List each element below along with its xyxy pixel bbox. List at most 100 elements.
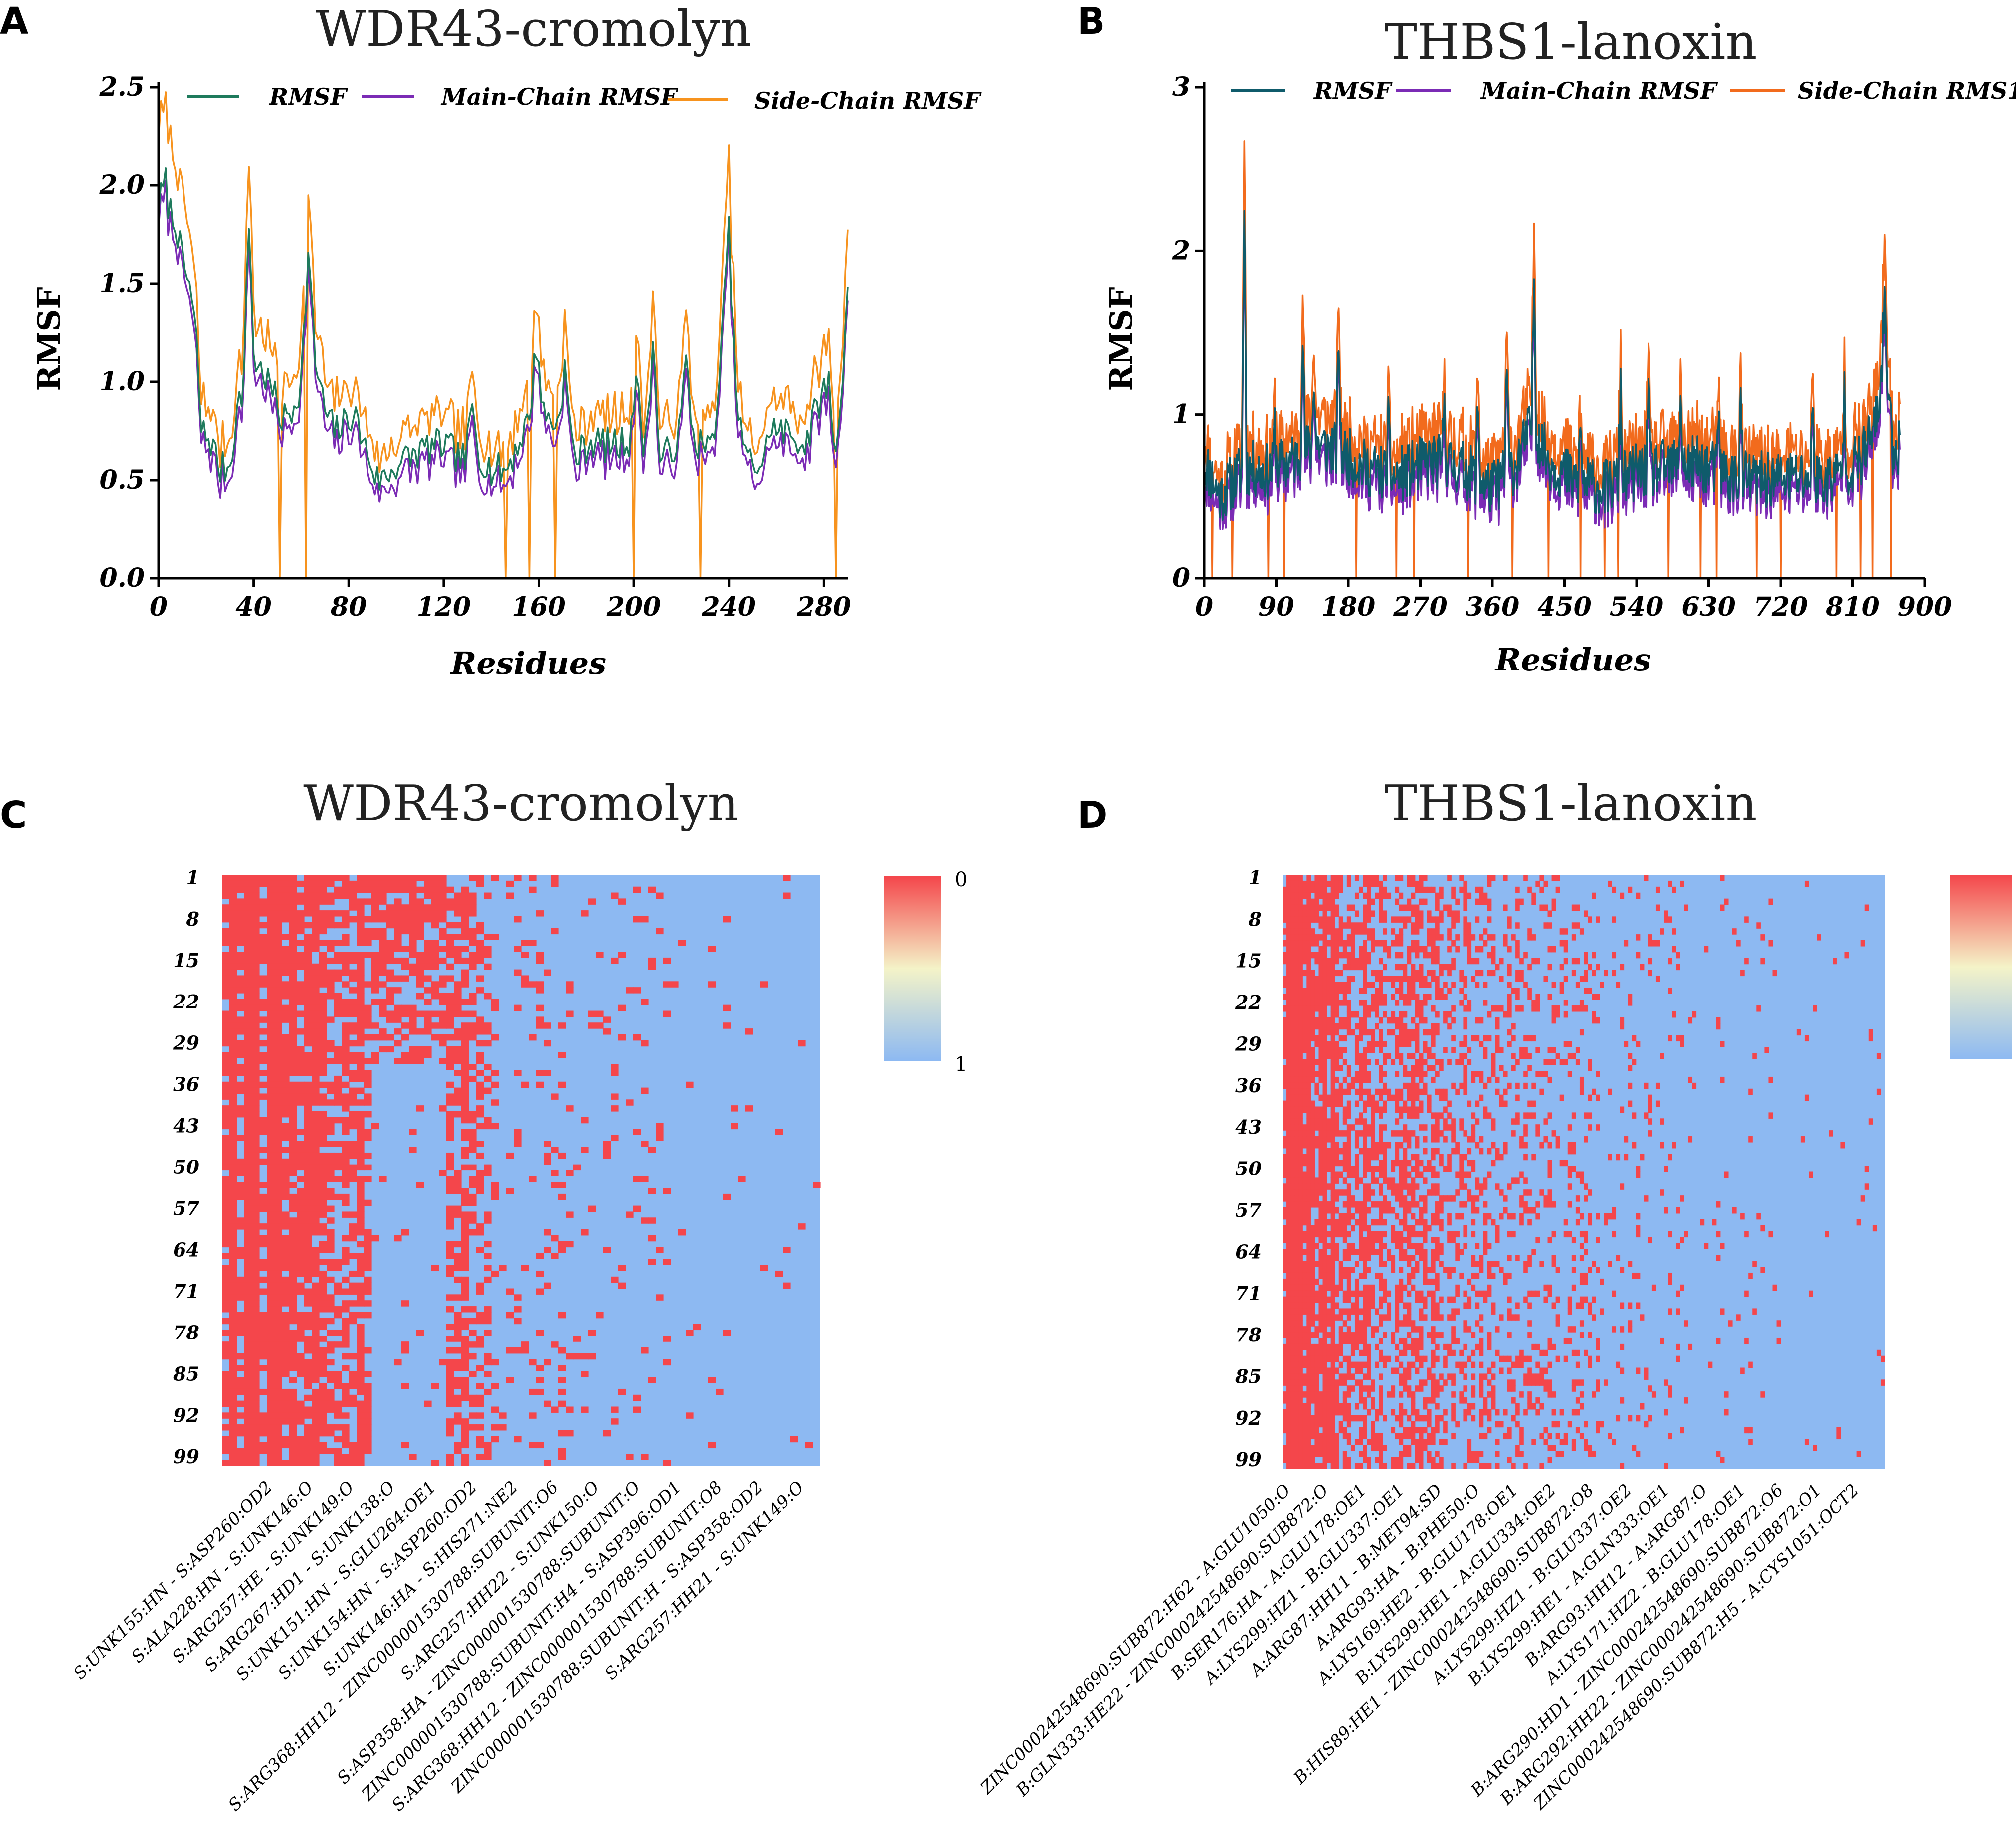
heatmap-cell [1306,892,1311,899]
heatmap-cell [327,1188,335,1194]
heatmap-cell [327,981,335,988]
heatmap-cell [252,1070,260,1076]
heatmap-cell [476,1424,484,1431]
heatmap-cell [252,1353,260,1360]
heatmap-cell [484,952,492,958]
heatmap-cell [319,1040,327,1047]
heatmap-cell [357,1294,365,1301]
heatmap-cell [1298,1267,1303,1273]
heatmap-cell [319,1010,327,1017]
heatmap-cell [252,1253,260,1259]
heatmap-cell [1298,946,1303,953]
heatmap-cell [1322,1219,1327,1226]
y-tick-label: 1.0 [100,366,145,397]
heatmap-cell [357,928,365,935]
heatmap-cell [446,1004,454,1011]
heatmap-cell [229,1388,237,1395]
heatmap-cell [222,1135,230,1141]
heatmap-cell [1318,1445,1323,1451]
heatmap-cell [312,987,320,994]
heatmap-cell [596,1022,604,1029]
heatmap-cell [379,892,387,899]
heatmap-cell [1419,1065,1424,1071]
heatmap-cell [1283,952,1287,959]
heatmap-cell [1306,910,1311,917]
heatmap-cell [1310,1367,1315,1374]
heatmap-cell [289,1424,297,1431]
heatmap-cell [476,987,484,994]
heatmap-cell [1371,1005,1375,1012]
heatmap-cell [297,928,305,935]
heatmap-cell [1306,1183,1311,1190]
heatmap-cell [1383,1219,1387,1226]
heatmap-cell [1294,922,1299,929]
heatmap-cell [558,1430,566,1437]
heatmap-cell [1298,1053,1303,1059]
heatmap-cell [237,999,245,1005]
heatmap-cell [1359,1201,1363,1208]
heatmap-cell [469,993,477,1000]
heatmap-cell [289,1276,297,1283]
heatmap-cell [282,1093,290,1100]
heatmap-cell [424,1010,432,1017]
heatmap-cell [304,1117,312,1124]
heatmap-cell [1371,1154,1375,1161]
heatmap-cell [446,1016,454,1023]
heatmap-cell [244,1016,252,1023]
heatmap-cell [454,898,462,905]
heatmap-cell [289,969,297,976]
heatmap-cell [1431,1219,1436,1226]
heatmap-cell [334,940,342,946]
heatmap-cell [297,1330,305,1336]
heatmap-cell [1342,1409,1347,1416]
heatmap-cell [1302,1059,1307,1065]
heatmap-cell [416,875,424,881]
heatmap-cell [1371,1385,1375,1392]
heatmap-cell [342,1199,350,1206]
heatmap-cell [394,916,402,923]
heatmap-cell [439,1034,447,1041]
heatmap-cell [1363,1195,1367,1202]
heatmap-cell [1375,1005,1379,1012]
heatmap-cell [357,1265,365,1271]
heatmap-cell [1306,1148,1311,1155]
x-tick-label: 270 [1393,592,1448,622]
heatmap-cell [1346,1082,1351,1089]
heatmap-cell [364,1312,372,1319]
heatmap-cell [1286,1308,1291,1315]
heatmap-cell [1383,1177,1387,1184]
heatmap-cell [446,1182,454,1188]
heatmap-cell [1294,1029,1299,1036]
heatmap-cell [349,975,357,982]
heatmap-cell [1310,1278,1315,1285]
heatmap-cell [446,1365,454,1371]
heatmap-cell [386,875,394,881]
heatmap-cell [229,946,237,952]
heatmap-cell [1399,1195,1404,1202]
heatmap-cell [1403,994,1408,1000]
heatmap-cell [1387,1183,1392,1190]
heatmap-cell [1338,1065,1343,1071]
heatmap-cell [454,1205,462,1212]
heatmap-cell [1338,1349,1343,1356]
heatmap-cell [304,1064,312,1070]
heatmap-cell [1330,976,1335,982]
heatmap-cell [461,1152,469,1159]
heatmap-cell [424,1046,432,1053]
heatmap-cell [252,1176,260,1182]
heatmap-cell [304,1394,312,1401]
heatmap-cell [304,1336,312,1342]
heatmap-cell [1363,1201,1367,1208]
heatmap-cell [1346,976,1351,982]
heatmap-cell [334,1058,342,1064]
heatmap-cell [1391,1457,1396,1463]
heatmap-cell [244,1388,252,1395]
heatmap-cell [244,1117,252,1124]
heatmap-cell [252,1135,260,1141]
heatmap-cell [401,1300,409,1307]
heatmap-cell [1314,1082,1319,1089]
heatmap-cell [1290,1088,1295,1095]
heatmap-cell [1415,1349,1420,1356]
heatmap-cell [1290,1373,1295,1380]
heatmap-cell [229,1135,237,1141]
